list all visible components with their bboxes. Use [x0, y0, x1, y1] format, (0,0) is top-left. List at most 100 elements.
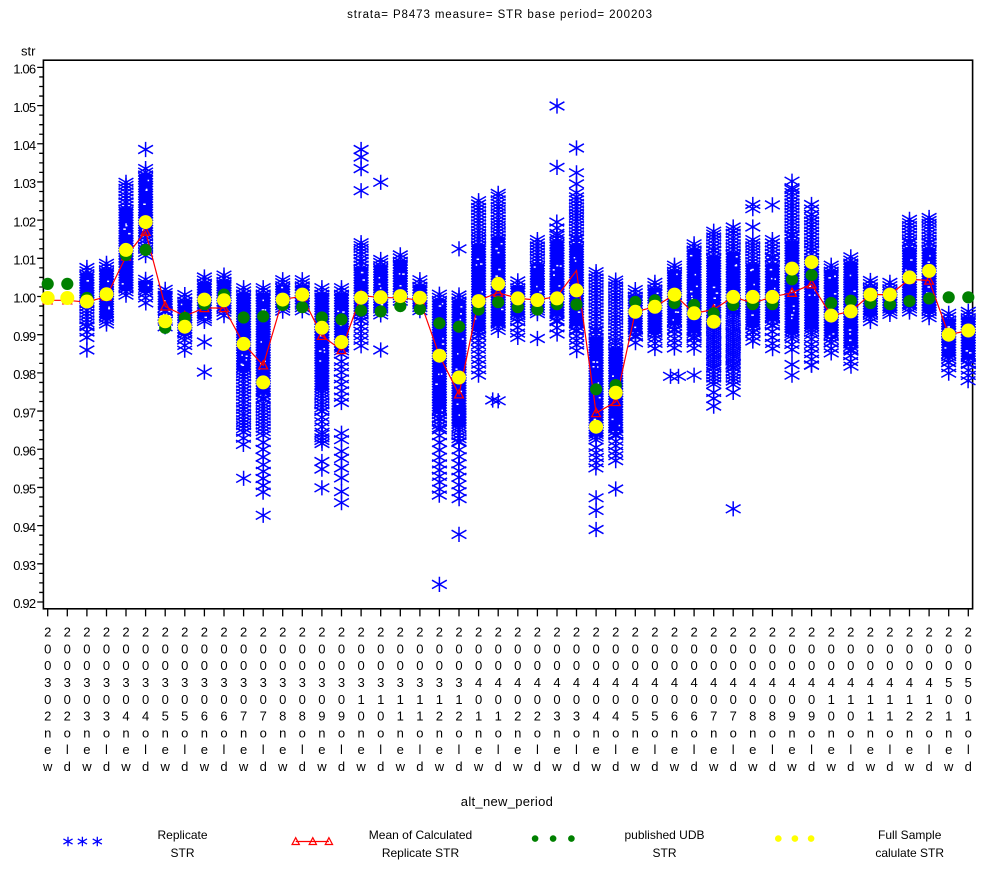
svg-text:0: 0	[847, 709, 854, 724]
svg-text:0: 0	[240, 692, 247, 707]
svg-text:d: d	[925, 759, 932, 774]
svg-text:2: 2	[573, 625, 580, 640]
svg-text:0: 0	[573, 641, 580, 656]
svg-text:0: 0	[162, 692, 169, 707]
svg-text:0: 0	[397, 641, 404, 656]
svg-text:2: 2	[514, 709, 521, 724]
svg-text:3: 3	[318, 675, 325, 690]
svg-text:8: 8	[279, 709, 286, 724]
svg-text:0: 0	[103, 641, 110, 656]
svg-text:n: n	[122, 725, 129, 740]
svg-text:2: 2	[455, 709, 462, 724]
svg-text:4: 4	[906, 675, 913, 690]
svg-text:0: 0	[318, 658, 325, 673]
svg-text:3: 3	[279, 675, 286, 690]
svg-text:1: 1	[475, 709, 482, 724]
svg-text:2: 2	[142, 625, 149, 640]
svg-text:0: 0	[690, 692, 697, 707]
svg-text:1: 1	[945, 709, 952, 724]
svg-text:n: n	[592, 725, 599, 740]
svg-text:o: o	[965, 725, 972, 740]
svg-text:2: 2	[181, 625, 188, 640]
svg-text:0: 0	[710, 658, 717, 673]
svg-text:2: 2	[162, 625, 169, 640]
svg-text:2: 2	[44, 625, 51, 640]
svg-text:e: e	[710, 742, 717, 757]
svg-text:n: n	[788, 725, 795, 740]
svg-text:0: 0	[730, 641, 737, 656]
svg-text:3: 3	[64, 675, 71, 690]
svg-text:0: 0	[925, 641, 932, 656]
svg-text:w: w	[630, 759, 641, 774]
svg-text:0: 0	[730, 692, 737, 707]
svg-text:o: o	[64, 725, 71, 740]
svg-text:4: 4	[142, 709, 149, 724]
svg-text:d: d	[416, 759, 423, 774]
svg-text:d: d	[299, 759, 306, 774]
svg-text:2: 2	[945, 625, 952, 640]
svg-text:0: 0	[122, 692, 129, 707]
svg-text:o: o	[808, 725, 815, 740]
svg-text:0: 0	[279, 658, 286, 673]
svg-text:1.03: 1.03	[13, 176, 36, 191]
svg-text:2: 2	[828, 625, 835, 640]
svg-text:w: w	[160, 759, 171, 774]
svg-text:1: 1	[906, 692, 913, 707]
svg-text:1: 1	[416, 692, 423, 707]
svg-text:Mean of Calculated: Mean of Calculated	[369, 828, 472, 842]
svg-text:0: 0	[240, 641, 247, 656]
svg-text:0: 0	[240, 658, 247, 673]
svg-text:3: 3	[83, 675, 90, 690]
svg-text:1: 1	[397, 692, 404, 707]
svg-text:2: 2	[808, 625, 815, 640]
svg-text:w: w	[355, 759, 366, 774]
svg-text:n: n	[867, 725, 874, 740]
svg-text:0: 0	[886, 641, 893, 656]
svg-text:e: e	[397, 742, 404, 757]
svg-text:0: 0	[965, 692, 972, 707]
svg-text:0: 0	[279, 641, 286, 656]
svg-text:3: 3	[103, 709, 110, 724]
svg-text:0: 0	[632, 641, 639, 656]
svg-text:0: 0	[514, 658, 521, 673]
svg-text:1.01: 1.01	[13, 253, 36, 268]
svg-text:4: 4	[730, 675, 737, 690]
svg-text:4: 4	[514, 675, 521, 690]
svg-text:n: n	[710, 725, 717, 740]
svg-text:2: 2	[397, 625, 404, 640]
svg-text:o: o	[142, 725, 149, 740]
svg-text:0: 0	[514, 692, 521, 707]
svg-text:0: 0	[534, 641, 541, 656]
svg-text:4: 4	[592, 709, 599, 724]
svg-text:0: 0	[612, 658, 619, 673]
svg-text:o: o	[220, 725, 227, 740]
svg-text:0: 0	[436, 658, 443, 673]
svg-text:3: 3	[573, 709, 580, 724]
svg-text:d: d	[651, 759, 658, 774]
svg-text:0: 0	[318, 641, 325, 656]
svg-text:o: o	[495, 725, 502, 740]
svg-text:0: 0	[945, 658, 952, 673]
svg-text:l: l	[458, 742, 461, 757]
svg-text:n: n	[671, 725, 678, 740]
svg-text:2: 2	[749, 625, 756, 640]
svg-text:n: n	[397, 725, 404, 740]
svg-text:w: w	[904, 759, 915, 774]
svg-text:0: 0	[632, 658, 639, 673]
svg-text:3: 3	[103, 675, 110, 690]
svg-text:4: 4	[495, 675, 502, 690]
svg-text:o: o	[181, 725, 188, 740]
svg-text:2: 2	[44, 709, 51, 724]
svg-text:2: 2	[965, 625, 972, 640]
svg-text:2: 2	[534, 625, 541, 640]
svg-text:0: 0	[808, 692, 815, 707]
svg-text:0: 0	[162, 658, 169, 673]
svg-text:3: 3	[357, 675, 364, 690]
svg-text:0: 0	[514, 641, 521, 656]
svg-text:3: 3	[181, 675, 188, 690]
svg-text:2: 2	[475, 625, 482, 640]
svg-text:2: 2	[201, 625, 208, 640]
svg-text:0: 0	[103, 692, 110, 707]
svg-text:d: d	[808, 759, 815, 774]
svg-text:l: l	[732, 742, 735, 757]
